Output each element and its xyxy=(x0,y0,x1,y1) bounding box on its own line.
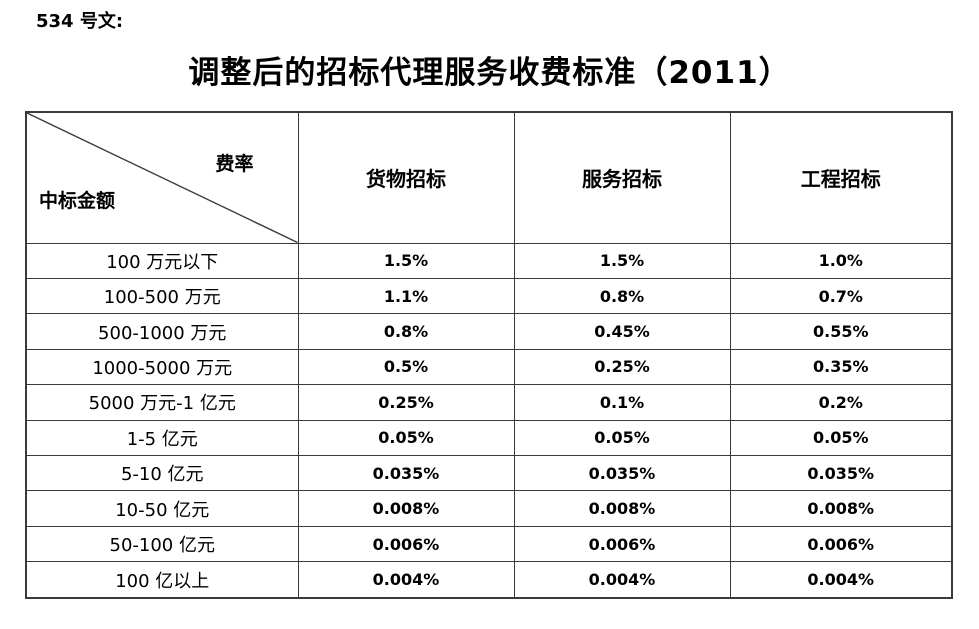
goods-rate-cell: 1.5% xyxy=(297,242,515,279)
amount-cell: 100 亿以上 xyxy=(25,561,299,599)
services-rate-cell: 0.8% xyxy=(513,277,731,315)
services-rate-cell: 1.5% xyxy=(513,242,731,279)
page-title: 调整后的招标代理服务收费标准（2011） xyxy=(188,55,791,91)
column-header-services: 服务招标 xyxy=(513,111,731,244)
works-rate-cell: 0.55% xyxy=(729,313,953,350)
amount-cell: 100 万元以下 xyxy=(25,242,299,279)
column-header-works: 工程招标 xyxy=(729,111,953,244)
column-header-goods: 货物招标 xyxy=(297,111,515,244)
goods-rate-cell: 0.25% xyxy=(297,384,515,421)
table-row: 1000-5000 万元 0.5% 0.25% 0.35% xyxy=(25,348,953,386)
corner-label-amount: 中标金额 xyxy=(39,189,116,212)
services-rate-cell: 0.1% xyxy=(513,384,731,421)
services-rate-cell: 0.45% xyxy=(513,313,731,350)
amount-cell: 1-5 亿元 xyxy=(25,419,299,457)
amount-cell: 5000 万元-1 亿元 xyxy=(25,384,299,421)
goods-rate-cell: 0.8% xyxy=(297,313,515,350)
amount-cell: 5-10 亿元 xyxy=(25,455,299,492)
services-rate-cell: 0.25% xyxy=(513,348,731,386)
works-rate-cell: 0.008% xyxy=(729,490,953,527)
table-row: 500-1000 万元 0.8% 0.45% 0.55% xyxy=(25,313,953,350)
goods-rate-cell: 0.008% xyxy=(297,490,515,527)
works-rate-cell: 0.2% xyxy=(729,384,953,421)
table-row: 50-100 亿元 0.006% 0.006% 0.006% xyxy=(25,525,953,563)
goods-rate-cell: 0.5% xyxy=(297,348,515,386)
diagonal-line xyxy=(27,113,298,243)
table-row: 10-50 亿元 0.008% 0.008% 0.008% xyxy=(25,490,953,527)
table-row: 5000 万元-1 亿元 0.25% 0.1% 0.2% xyxy=(25,384,953,421)
table-row: 100 亿以上 0.004% 0.004% 0.004% xyxy=(25,561,953,599)
services-rate-cell: 0.006% xyxy=(513,525,731,563)
works-rate-cell: 0.7% xyxy=(729,277,953,315)
goods-rate-cell: 0.05% xyxy=(297,419,515,457)
goods-rate-cell: 0.035% xyxy=(297,455,515,492)
doc-number: 534 号文: xyxy=(36,11,124,32)
amount-cell: 1000-5000 万元 xyxy=(25,348,299,386)
services-rate-cell: 0.008% xyxy=(513,490,731,527)
fee-table: 费率 中标金额 货物招标 服务招标 工程招标 100 万元以下 1.5% 1.5… xyxy=(25,111,953,599)
table-row: 1-5 亿元 0.05% 0.05% 0.05% xyxy=(25,419,953,457)
table-row: 100 万元以下 1.5% 1.5% 1.0% xyxy=(25,242,953,279)
services-rate-cell: 0.035% xyxy=(513,455,731,492)
corner-label-rate: 费率 xyxy=(215,153,254,175)
header-row: 费率 中标金额 货物招标 服务招标 工程招标 xyxy=(25,111,953,244)
amount-cell: 50-100 亿元 xyxy=(25,525,299,563)
corner-header-cell: 费率 中标金额 xyxy=(25,111,299,244)
works-rate-cell: 0.004% xyxy=(729,561,953,599)
works-rate-cell: 0.035% xyxy=(729,455,953,492)
amount-cell: 100-500 万元 xyxy=(25,277,299,315)
goods-rate-cell: 1.1% xyxy=(297,277,515,315)
services-rate-cell: 0.05% xyxy=(513,419,731,457)
services-rate-cell: 0.004% xyxy=(513,561,731,599)
works-rate-cell: 0.35% xyxy=(729,348,953,386)
works-rate-cell: 0.006% xyxy=(729,525,953,563)
amount-cell: 10-50 亿元 xyxy=(25,490,299,527)
amount-cell: 500-1000 万元 xyxy=(25,313,299,350)
goods-rate-cell: 0.004% xyxy=(297,561,515,599)
works-rate-cell: 1.0% xyxy=(729,242,953,279)
table-row: 100-500 万元 1.1% 0.8% 0.7% xyxy=(25,277,953,315)
table-row: 5-10 亿元 0.035% 0.035% 0.035% xyxy=(25,455,953,492)
goods-rate-cell: 0.006% xyxy=(297,525,515,563)
works-rate-cell: 0.05% xyxy=(729,419,953,457)
